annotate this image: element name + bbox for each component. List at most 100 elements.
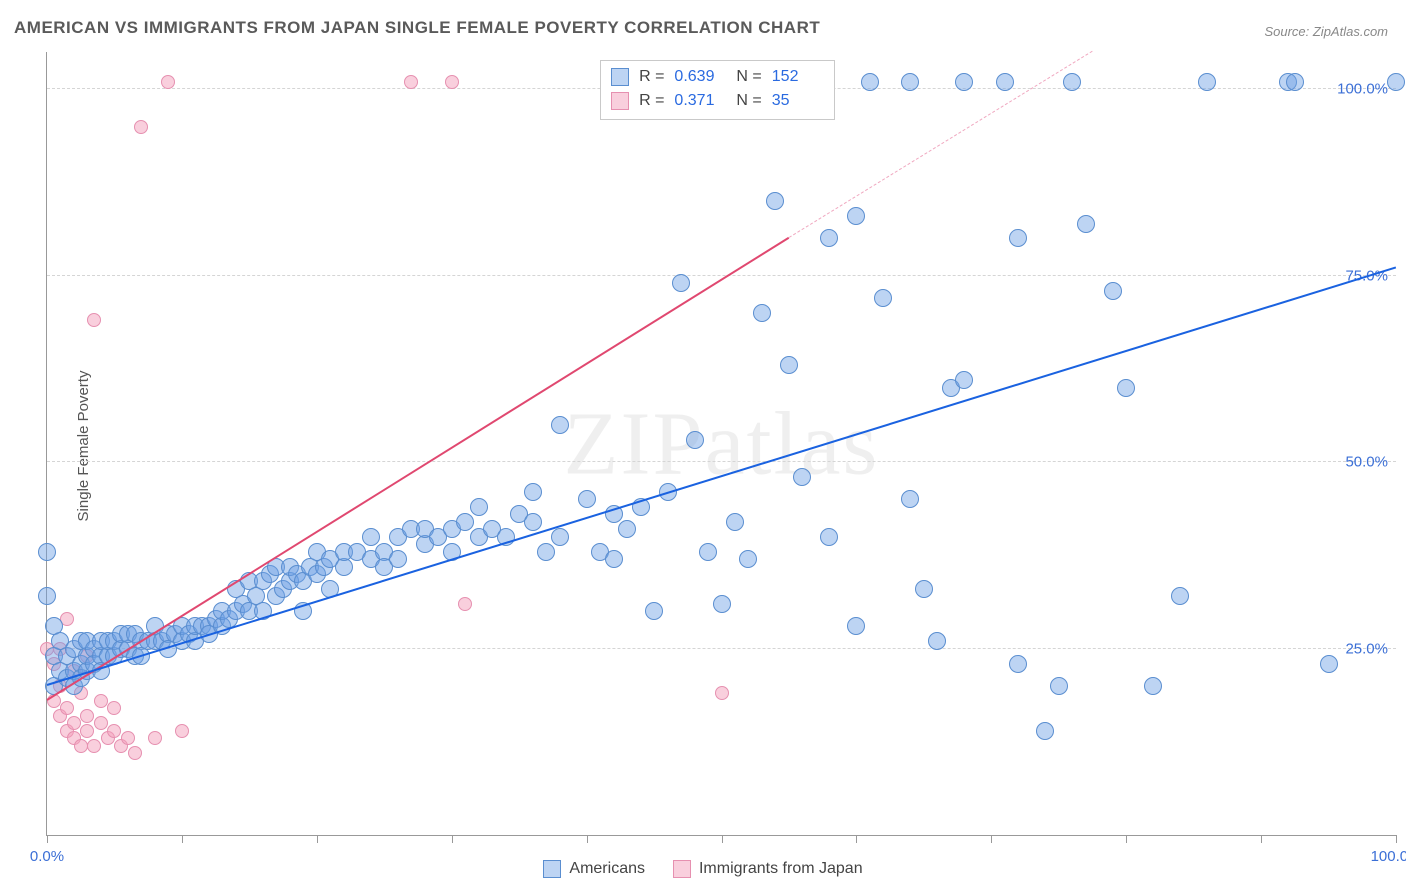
- x-tick: [722, 835, 723, 843]
- series-legend: Americans Immigrants from Japan: [0, 860, 1406, 878]
- data-point: [60, 701, 74, 715]
- data-point: [456, 513, 474, 531]
- data-point: [94, 716, 108, 730]
- data-point: [820, 229, 838, 247]
- source-label: Source: ZipAtlas.com: [1264, 24, 1388, 39]
- data-point: [605, 550, 623, 568]
- data-point: [389, 550, 407, 568]
- data-point: [753, 304, 771, 322]
- data-point: [1077, 215, 1095, 233]
- data-point: [38, 587, 56, 605]
- data-point: [955, 73, 973, 91]
- data-point: [1117, 379, 1135, 397]
- data-point: [1050, 677, 1068, 695]
- x-tick: [1396, 835, 1397, 843]
- x-tick: [587, 835, 588, 843]
- correlation-legend-row: R =0.371N =35: [611, 89, 824, 113]
- data-point: [1104, 282, 1122, 300]
- data-point: [618, 520, 636, 538]
- legend-swatch: [543, 860, 561, 878]
- legend-label: Immigrants from Japan: [699, 860, 863, 878]
- n-value: 152: [772, 65, 824, 89]
- x-tick: [47, 835, 48, 843]
- data-point: [128, 746, 142, 760]
- data-point: [901, 73, 919, 91]
- data-point: [766, 192, 784, 210]
- data-point: [80, 724, 94, 738]
- x-tick: [991, 835, 992, 843]
- data-point: [1171, 587, 1189, 605]
- data-point: [524, 513, 542, 531]
- data-point: [928, 632, 946, 650]
- legend-item: Americans: [543, 860, 645, 878]
- data-point: [551, 416, 569, 434]
- data-point: [699, 543, 717, 561]
- y-tick-label: 25.0%: [1345, 640, 1388, 657]
- data-point: [362, 528, 380, 546]
- gridline: [47, 648, 1396, 649]
- data-point: [87, 739, 101, 753]
- data-point: [820, 528, 838, 546]
- data-point: [847, 207, 865, 225]
- data-point: [874, 289, 892, 307]
- data-point: [537, 543, 555, 561]
- data-point: [161, 75, 175, 89]
- data-point: [458, 597, 472, 611]
- x-tick: [182, 835, 183, 843]
- data-point: [524, 483, 542, 501]
- data-point: [470, 498, 488, 516]
- data-point: [713, 595, 731, 613]
- legend-swatch: [611, 92, 629, 110]
- r-value: 0.371: [674, 89, 726, 113]
- data-point: [726, 513, 744, 531]
- data-point: [1036, 722, 1054, 740]
- data-point: [1286, 73, 1304, 91]
- data-point: [686, 431, 704, 449]
- r-label: R =: [639, 89, 664, 113]
- n-value: 35: [772, 89, 824, 113]
- data-point: [915, 580, 933, 598]
- data-point: [94, 694, 108, 708]
- data-point: [121, 731, 135, 745]
- x-tick: [856, 835, 857, 843]
- x-tick: [1261, 835, 1262, 843]
- data-point: [1144, 677, 1162, 695]
- data-point: [739, 550, 757, 568]
- data-point: [847, 617, 865, 635]
- trend-line: [47, 266, 1397, 686]
- data-point: [672, 274, 690, 292]
- legend-swatch: [611, 68, 629, 86]
- legend-label: Americans: [569, 860, 645, 878]
- x-tick: [1126, 835, 1127, 843]
- data-point: [1063, 73, 1081, 91]
- correlation-legend-row: R =0.639N =152: [611, 65, 824, 89]
- chart-title: AMERICAN VS IMMIGRANTS FROM JAPAN SINGLE…: [14, 18, 820, 38]
- data-point: [780, 356, 798, 374]
- watermark-text: ZIPatlas: [564, 392, 880, 495]
- data-point: [80, 709, 94, 723]
- legend-swatch: [673, 860, 691, 878]
- data-point: [175, 724, 189, 738]
- data-point: [955, 371, 973, 389]
- scatter-chart: ZIPatlas 25.0%50.0%75.0%100.0%0.0%100.0%…: [46, 52, 1396, 836]
- data-point: [87, 313, 101, 327]
- data-point: [645, 602, 663, 620]
- data-point: [1198, 73, 1216, 91]
- y-tick-label: 50.0%: [1345, 454, 1388, 471]
- n-label: N =: [736, 65, 761, 89]
- data-point: [1320, 655, 1338, 673]
- data-point: [996, 73, 1014, 91]
- data-point: [1009, 229, 1027, 247]
- x-tick: [317, 835, 318, 843]
- data-point: [793, 468, 811, 486]
- trend-line: [46, 237, 789, 701]
- data-point: [148, 731, 162, 745]
- data-point: [551, 528, 569, 546]
- data-point: [578, 490, 596, 508]
- data-point: [715, 686, 729, 700]
- data-point: [1009, 655, 1027, 673]
- data-point: [67, 716, 81, 730]
- r-value: 0.639: [674, 65, 726, 89]
- data-point: [901, 490, 919, 508]
- data-point: [1387, 73, 1405, 91]
